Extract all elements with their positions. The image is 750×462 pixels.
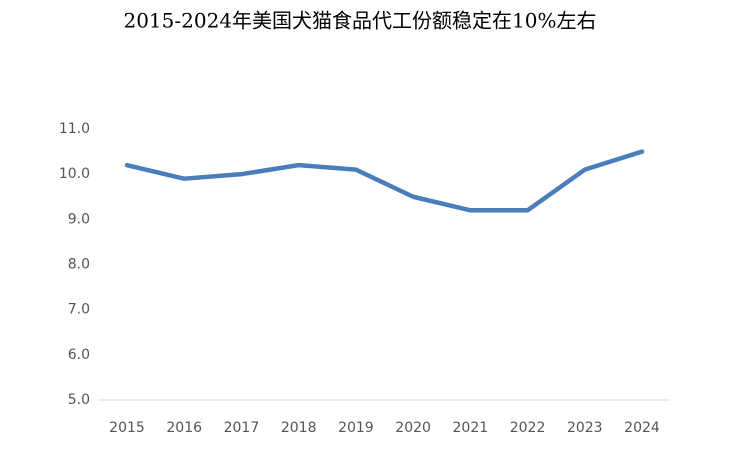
data-line (124, 149, 645, 213)
x-tick-label: 2021 (453, 420, 489, 436)
y-tick-label: 8.0 (68, 257, 90, 273)
x-tick-label: 2020 (395, 420, 431, 436)
chart-title: 2015-2024年美国犬猫食品代工份额稳定在10%左右 (123, 9, 596, 33)
y-tick-label: 5.0 (68, 392, 90, 408)
x-tick-label: 2017 (224, 420, 260, 436)
y-tick-label: 6.0 (68, 347, 90, 363)
y-tick-label: 11.0 (59, 121, 90, 137)
y-tick-label: 10.0 (59, 166, 90, 182)
x-tick-label: 2023 (567, 420, 603, 436)
y-tick-label: 9.0 (68, 211, 90, 227)
y-tick-label: 7.0 (68, 302, 90, 318)
x-tick-label: 2019 (338, 420, 374, 436)
x-tick-label: 2018 (281, 420, 317, 436)
x-tick-label: 2022 (510, 420, 546, 436)
x-tick-label: 2016 (166, 420, 202, 436)
x-tick-label: 2015 (109, 420, 145, 436)
x-tick-label: 2024 (624, 420, 660, 436)
